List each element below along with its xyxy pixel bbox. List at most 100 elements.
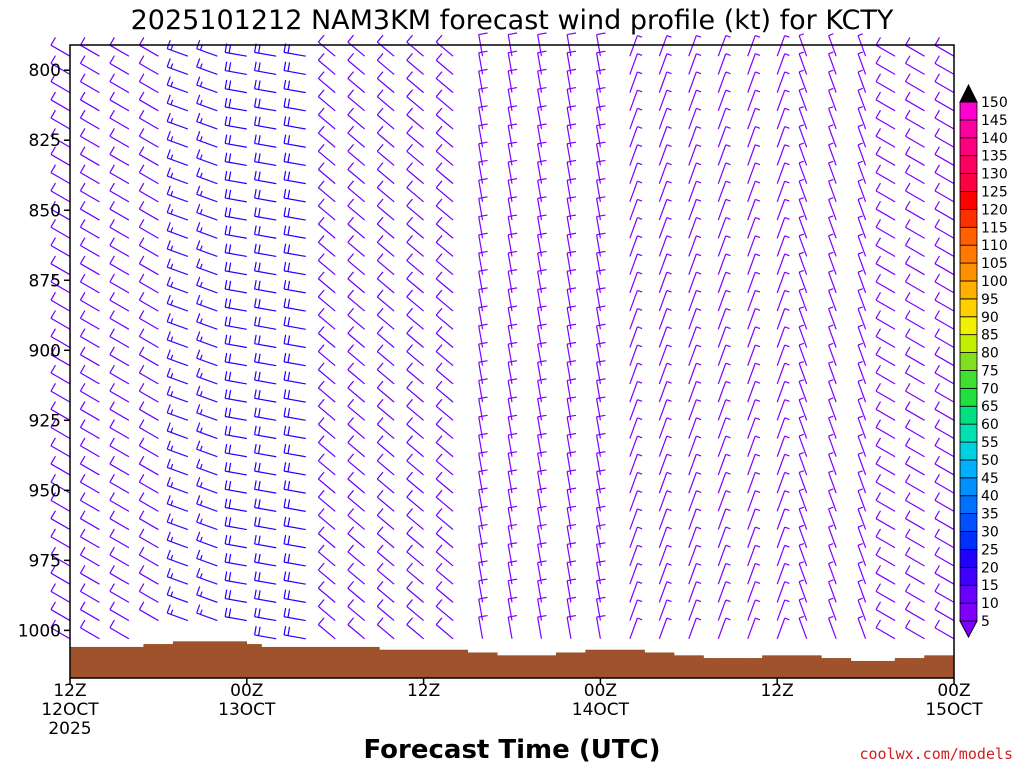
wind-barb — [828, 615, 837, 639]
wind-barb — [798, 142, 808, 166]
wind-barb — [406, 216, 424, 239]
wind-barb — [904, 237, 925, 257]
wind-barb — [224, 571, 247, 585]
wind-barb — [798, 324, 808, 348]
colorbar-swatch — [959, 387, 978, 407]
wind-barb — [776, 399, 790, 421]
wind-barb — [747, 599, 761, 621]
wind-barb — [688, 144, 702, 166]
wind-barb — [717, 89, 731, 112]
wind-barb — [857, 142, 867, 166]
wind-barb — [747, 562, 761, 585]
wind-barb — [79, 91, 100, 112]
wind-barb — [776, 125, 790, 148]
wind-barb — [776, 380, 790, 403]
wind-barb — [747, 53, 761, 75]
wind-barb — [875, 401, 896, 421]
wind-barb — [283, 607, 306, 622]
wind-barb — [376, 599, 395, 622]
wind-barb — [224, 98, 247, 112]
wind-barb — [254, 589, 277, 603]
wind-barb — [376, 71, 395, 94]
wind-barb — [798, 379, 808, 403]
wind-barb — [776, 271, 790, 294]
wind-barb — [857, 160, 867, 184]
wind-barb — [934, 146, 955, 166]
wind-barb — [776, 144, 790, 166]
wind-barb — [658, 399, 672, 421]
wind-barb — [717, 453, 731, 476]
wind-barb — [283, 407, 306, 421]
wind-barb — [347, 344, 366, 367]
wind-barb — [196, 313, 218, 330]
wind-barb — [776, 180, 790, 203]
wind-barb — [934, 219, 955, 239]
wind-barb — [798, 178, 808, 203]
colorbar-tick-label: 110 — [981, 238, 1008, 254]
wind-barb — [138, 437, 159, 458]
wind-barb — [254, 371, 277, 385]
wind-barb — [629, 162, 643, 184]
wind-barb — [50, 546, 71, 567]
wind-barb — [828, 69, 837, 93]
wind-barb — [166, 604, 189, 622]
wind-barb — [406, 617, 424, 640]
wind-barb — [224, 298, 247, 312]
wind-barb — [717, 380, 731, 403]
wind-barb — [435, 599, 454, 622]
wind-barb — [857, 561, 867, 585]
wind-barb — [875, 200, 896, 221]
wind-barb — [254, 443, 277, 458]
wind-barb — [507, 614, 518, 639]
wind-barb — [317, 344, 336, 367]
wind-barb — [347, 398, 366, 421]
wind-barb — [688, 217, 702, 239]
wind-barb — [688, 380, 702, 403]
wind-barb — [166, 331, 189, 349]
wind-barb — [798, 269, 808, 294]
wind-barb — [283, 98, 306, 112]
wind-barb — [224, 261, 247, 276]
wind-barb — [79, 219, 100, 239]
wind-barb — [79, 237, 100, 257]
y-tick-label: 1000 — [18, 621, 61, 641]
wind-barb — [138, 237, 159, 257]
wind-barb — [904, 528, 925, 549]
wind-barb — [934, 546, 955, 567]
wind-barb — [828, 597, 837, 621]
wind-barb — [254, 607, 277, 622]
wind-barb — [109, 492, 130, 512]
wind-barb — [776, 253, 790, 275]
wind-barb — [376, 216, 395, 239]
wind-barb — [875, 164, 896, 185]
wind-barb — [435, 508, 454, 531]
wind-barb — [435, 398, 454, 421]
colorbar-swatch — [959, 119, 978, 139]
wind-barb — [347, 526, 366, 549]
wind-barb — [435, 198, 454, 221]
wind-barb — [406, 162, 424, 185]
wind-barb — [435, 471, 454, 494]
wind-barb — [224, 498, 247, 512]
wind-barb — [50, 383, 71, 403]
wind-barb — [138, 55, 159, 75]
wind-barb — [254, 98, 277, 112]
wind-barb — [857, 597, 867, 621]
wind-barb — [435, 71, 454, 94]
wind-barb — [658, 34, 672, 57]
wind-barb — [717, 125, 731, 148]
wind-barb — [658, 599, 672, 621]
wind-barb — [798, 488, 808, 512]
wind-barb — [196, 476, 218, 494]
wind-barb — [828, 397, 837, 421]
colorbar-tick-label: 5 — [981, 614, 990, 630]
wind-barb — [798, 433, 808, 457]
wind-barb — [138, 37, 159, 57]
wind-barb — [658, 362, 672, 385]
wind-barb — [406, 71, 424, 94]
colorbar-swatch — [959, 531, 978, 550]
wind-barb — [50, 219, 71, 239]
wind-barb — [629, 562, 643, 585]
wind-barb — [857, 233, 867, 257]
